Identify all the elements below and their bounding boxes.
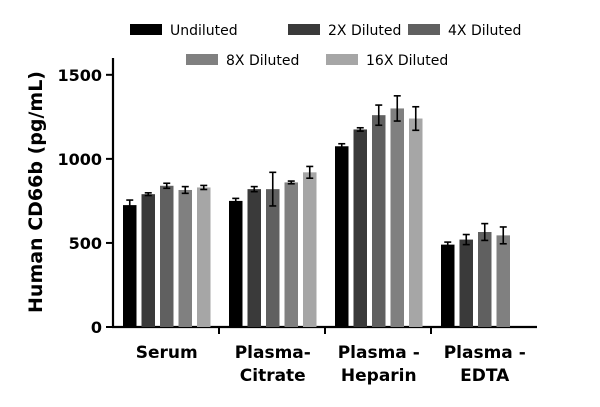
y-axis-label: Human CD66b (pg/mL) (25, 71, 47, 313)
legend-label-4x-diluted: 4X Diluted (448, 23, 521, 39)
bar-plasma-edta-undiluted (441, 244, 455, 327)
legend: Undiluted 2X Diluted 4X Diluted 8X Diluted 1… (130, 23, 521, 69)
bar-plasma-heparin-undiluted (335, 146, 349, 327)
legend-swatch-undiluted (130, 24, 162, 35)
bar-group-plasma-heparin (335, 95, 423, 328)
x-axis: Serum Plasma- Citrate Plasma - Heparin Plasma… (112, 325, 537, 386)
x-tick-label-plasma-heparin-line2: Heparin (341, 366, 417, 386)
bar-plasma-heparin-16x-diluted (409, 118, 423, 328)
legend-label-2x-diluted: 2X Diluted (328, 23, 401, 39)
legend-swatch-16x-diluted (326, 54, 358, 65)
bar-plasma-citrate-2x-diluted (247, 189, 261, 327)
bar-serum-4x-diluted (160, 185, 174, 327)
bar-plasma-citrate-undiluted (229, 200, 243, 327)
bar-plasma-heparin-2x-diluted (353, 129, 367, 327)
y-tick-label: 1000 (57, 150, 102, 169)
bar-serum-8x-diluted (178, 189, 192, 327)
bar-serum-2x-diluted (141, 194, 155, 327)
bar-plasma-edta-8x-diluted (496, 235, 510, 327)
x-tick-label-plasma-edta-line2: EDTA (460, 366, 510, 386)
bar-serum-16x-diluted (197, 187, 211, 327)
bar-plasma-heparin-4x-diluted (372, 115, 386, 327)
bar-group-plasma-citrate (229, 165, 317, 327)
bar-group-serum (123, 182, 211, 327)
bar-plasma-edta-4x-diluted (478, 232, 492, 327)
legend-swatch-2x-diluted (288, 24, 320, 35)
x-tick-label-plasma-citrate-line2: Citrate (240, 366, 306, 386)
legend-swatch-8x-diluted (186, 54, 218, 65)
legend-label-8x-diluted: 8X Diluted (226, 53, 299, 69)
bar-plasma-citrate-4x-diluted (266, 189, 280, 327)
legend-label-16x-diluted: 16X Diluted (366, 53, 448, 69)
y-axis: 0 500 1000 1500 (57, 58, 115, 337)
bar-group-plasma-edta (441, 222, 510, 327)
x-tick-label-plasma-heparin: Plasma - (338, 343, 420, 363)
x-tick-label-serum: Serum (136, 343, 198, 363)
x-tick-label-plasma-citrate: Plasma- (235, 343, 311, 363)
x-tick-label-plasma-edta: Plasma - (444, 343, 526, 363)
bar-plasma-heparin-8x-diluted (390, 108, 404, 327)
bar-groups (123, 95, 510, 328)
y-tick-label: 0 (91, 318, 102, 337)
y-tick-label: 500 (69, 234, 102, 253)
legend-swatch-4x-diluted (408, 24, 440, 35)
y-tick-label: 1500 (57, 66, 102, 85)
legend-label-undiluted: Undiluted (170, 23, 238, 39)
bar-plasma-citrate-16x-diluted (303, 172, 317, 327)
bar-plasma-edta-2x-diluted (459, 239, 473, 327)
bar-serum-undiluted (123, 205, 137, 327)
bar-plasma-citrate-8x-diluted (284, 182, 298, 327)
